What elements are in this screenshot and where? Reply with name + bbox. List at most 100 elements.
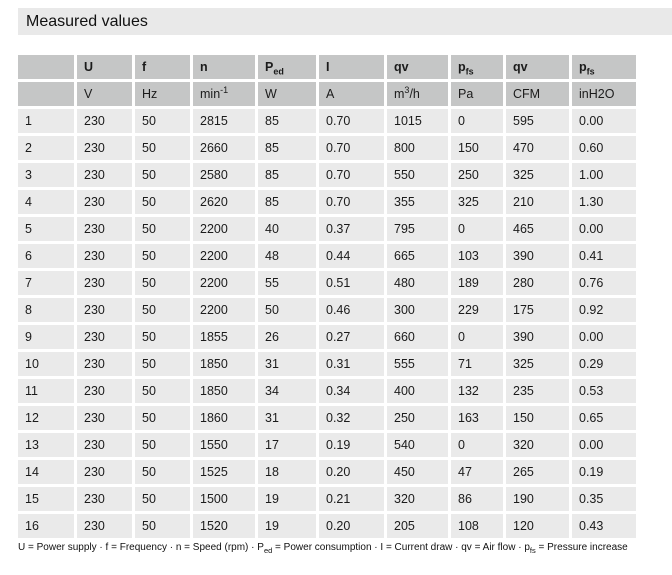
data-cell: 0.41 <box>572 244 636 268</box>
row-number-cell: 8 <box>18 298 74 322</box>
data-cell: 163 <box>451 406 503 430</box>
data-cell: 2200 <box>193 217 255 241</box>
data-cell: 400 <box>387 379 448 403</box>
data-cell: 250 <box>387 406 448 430</box>
data-cell: 1525 <box>193 460 255 484</box>
data-cell: 465 <box>506 217 569 241</box>
data-cell: 230 <box>77 514 132 538</box>
data-cell: 390 <box>506 325 569 349</box>
column-header: I <box>319 55 384 79</box>
row-number-cell: 2 <box>18 136 74 160</box>
row-number-cell: 14 <box>18 460 74 484</box>
data-cell: 265 <box>506 460 569 484</box>
data-cell: 0.21 <box>319 487 384 511</box>
table-row: 16 230 50 1520 19 0.20 205 108 120 0.43 <box>18 514 636 538</box>
data-cell: 85 <box>258 109 316 133</box>
data-cell: 230 <box>77 136 132 160</box>
data-cell: 230 <box>77 325 132 349</box>
data-cell: 0.53 <box>572 379 636 403</box>
data-cell: 0.51 <box>319 271 384 295</box>
data-cell: 230 <box>77 406 132 430</box>
data-cell: 1850 <box>193 379 255 403</box>
table-row: 1 230 50 2815 85 0.70 1015 0 595 0.00 <box>18 109 636 133</box>
data-cell: 480 <box>387 271 448 295</box>
column-header: pfs <box>572 55 636 79</box>
data-cell: 325 <box>506 352 569 376</box>
data-cell: 108 <box>451 514 503 538</box>
data-cell: 40 <box>258 217 316 241</box>
row-number-cell: 7 <box>18 271 74 295</box>
data-cell: 660 <box>387 325 448 349</box>
data-cell: 50 <box>135 298 190 322</box>
data-cell: 1860 <box>193 406 255 430</box>
data-cell: 71 <box>451 352 503 376</box>
data-cell: 300 <box>387 298 448 322</box>
data-cell: 19 <box>258 487 316 511</box>
table-row: 9 230 50 1855 26 0.27 660 0 390 0.00 <box>18 325 636 349</box>
table-row: 12 230 50 1860 31 0.32 250 163 150 0.65 <box>18 406 636 430</box>
data-cell: 132 <box>451 379 503 403</box>
data-cell: 470 <box>506 136 569 160</box>
data-cell: 0.31 <box>319 352 384 376</box>
data-cell: 235 <box>506 379 569 403</box>
table-row: 7 230 50 2200 55 0.51 480 189 280 0.76 <box>18 271 636 295</box>
row-number-cell: 6 <box>18 244 74 268</box>
data-cell: 2200 <box>193 244 255 268</box>
data-cell: 665 <box>387 244 448 268</box>
data-cell: 85 <box>258 136 316 160</box>
table-row: 3 230 50 2580 85 0.70 550 250 325 1.00 <box>18 163 636 187</box>
data-cell: 0.70 <box>319 190 384 214</box>
row-number-cell: 9 <box>18 325 74 349</box>
data-cell: 0.60 <box>572 136 636 160</box>
data-cell: 1015 <box>387 109 448 133</box>
data-cell: 50 <box>135 352 190 376</box>
data-cell: 2660 <box>193 136 255 160</box>
table-row: 13 230 50 1550 17 0.19 540 0 320 0.00 <box>18 433 636 457</box>
data-cell: 390 <box>506 244 569 268</box>
legend-text: U = Power supply · f = Frequency · n = S… <box>18 542 628 555</box>
data-cell: 800 <box>387 136 448 160</box>
data-cell: 2580 <box>193 163 255 187</box>
data-cell: 320 <box>506 433 569 457</box>
data-cell: 229 <box>451 298 503 322</box>
column-header: n <box>193 55 255 79</box>
data-cell: 2200 <box>193 271 255 295</box>
column-unit <box>18 82 74 106</box>
data-cell: 0.35 <box>572 487 636 511</box>
data-cell: 50 <box>258 298 316 322</box>
data-cell: 540 <box>387 433 448 457</box>
table-row: 6 230 50 2200 48 0.44 665 103 390 0.41 <box>18 244 636 268</box>
data-cell: 0.20 <box>319 514 384 538</box>
column-header: qv <box>387 55 448 79</box>
data-cell: 0.37 <box>319 217 384 241</box>
data-cell: 50 <box>135 325 190 349</box>
data-cell: 355 <box>387 190 448 214</box>
data-cell: 50 <box>135 514 190 538</box>
data-cell: 0 <box>451 217 503 241</box>
data-cell: 0.70 <box>319 163 384 187</box>
data-cell: 250 <box>451 163 503 187</box>
data-cell: 0 <box>451 433 503 457</box>
data-cell: 31 <box>258 352 316 376</box>
data-cell: 50 <box>135 271 190 295</box>
data-cell: 0 <box>451 325 503 349</box>
data-cell: 50 <box>135 433 190 457</box>
data-cell: 325 <box>451 190 503 214</box>
column-unit: Pa <box>451 82 503 106</box>
data-cell: 555 <box>387 352 448 376</box>
column-unit: m3/h <box>387 82 448 106</box>
row-number-cell: 11 <box>18 379 74 403</box>
data-cell: 0.76 <box>572 271 636 295</box>
data-cell: 0.00 <box>572 217 636 241</box>
data-cell: 0.32 <box>319 406 384 430</box>
data-cell: 48 <box>258 244 316 268</box>
data-cell: 18 <box>258 460 316 484</box>
data-cell: 50 <box>135 163 190 187</box>
data-cell: 175 <box>506 298 569 322</box>
data-cell: 0.46 <box>319 298 384 322</box>
data-cell: 550 <box>387 163 448 187</box>
data-cell: 0.19 <box>319 433 384 457</box>
data-cell: 34 <box>258 379 316 403</box>
